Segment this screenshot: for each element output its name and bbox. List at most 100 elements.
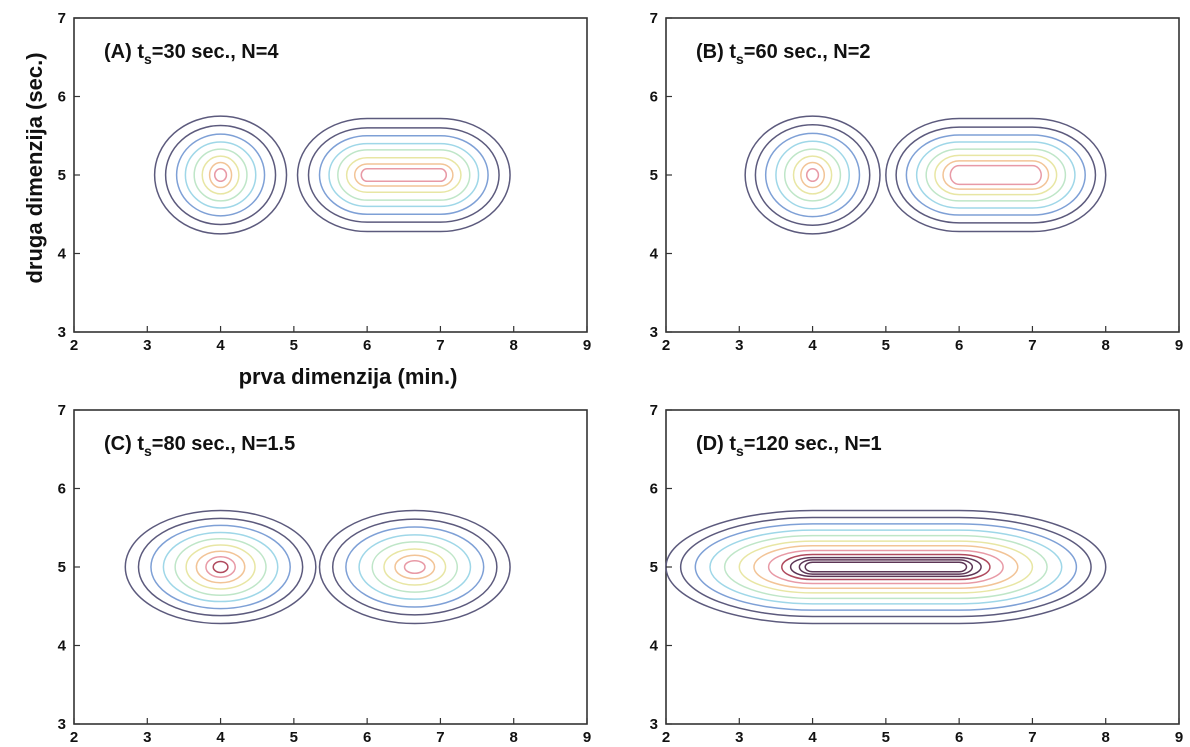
x-tick-label: 6 bbox=[363, 337, 371, 354]
contour-line bbox=[318, 509, 511, 625]
contour-line bbox=[195, 550, 246, 584]
contour-line bbox=[792, 155, 833, 195]
contour-line bbox=[205, 556, 236, 578]
x-tick-label: 5 bbox=[882, 729, 890, 746]
contour-line bbox=[679, 516, 1092, 618]
contour-line bbox=[767, 549, 1004, 585]
contour-line bbox=[895, 126, 1097, 224]
contour-line bbox=[212, 560, 229, 574]
y-tick-label: 3 bbox=[58, 716, 66, 733]
title-suffix: =60 sec., N=2 bbox=[744, 41, 871, 63]
contour-line bbox=[331, 518, 498, 616]
title-prefix: (C) t bbox=[104, 433, 144, 455]
contour-line bbox=[162, 531, 279, 603]
x-tick-label: 8 bbox=[510, 729, 518, 746]
contour-line bbox=[307, 127, 500, 223]
contour-line bbox=[800, 161, 826, 189]
y-tick-label: 5 bbox=[650, 559, 658, 576]
contour-line bbox=[124, 509, 317, 625]
x-tick-label: 4 bbox=[216, 729, 225, 746]
contour-line bbox=[723, 534, 1048, 600]
contour-line bbox=[318, 135, 489, 215]
x-tick-label: 9 bbox=[1175, 337, 1183, 354]
contour-line bbox=[403, 559, 426, 575]
contour-line bbox=[150, 524, 291, 610]
contour-line bbox=[208, 161, 233, 189]
contour-line bbox=[934, 154, 1058, 196]
x-axis-label: prva dimenzija (min.) bbox=[239, 364, 458, 389]
contour-line bbox=[153, 115, 288, 235]
contour-line bbox=[383, 548, 447, 586]
contour-line bbox=[789, 556, 982, 578]
title-subscript: s bbox=[736, 51, 744, 67]
x-tick-label: 2 bbox=[662, 337, 670, 354]
title-suffix: =30 sec., N=4 bbox=[152, 41, 280, 63]
contour-line bbox=[754, 124, 871, 226]
title-suffix: =80 sec., N=1.5 bbox=[152, 433, 295, 455]
title-prefix: (A) t bbox=[104, 41, 144, 63]
x-tick-label: 2 bbox=[70, 337, 78, 354]
contour-line bbox=[394, 554, 436, 580]
y-tick-label: 5 bbox=[650, 167, 658, 184]
contour-line bbox=[942, 160, 1050, 190]
x-tick-label: 6 bbox=[955, 337, 963, 354]
contour-line bbox=[185, 544, 256, 590]
y-tick-label: 6 bbox=[58, 481, 66, 498]
y-tick-label: 5 bbox=[58, 167, 66, 184]
y-tick-label: 3 bbox=[650, 324, 658, 341]
contour-line bbox=[137, 517, 304, 617]
y-tick-label: 7 bbox=[58, 402, 66, 419]
y-tick-label: 3 bbox=[650, 716, 658, 733]
contour-line bbox=[175, 133, 266, 217]
x-tick-label: 6 bbox=[955, 729, 963, 746]
title-prefix: (D) t bbox=[696, 433, 736, 455]
y-tick-label: 5 bbox=[58, 559, 66, 576]
title-suffix: =120 sec., N=1 bbox=[744, 433, 882, 455]
title-prefix: (B) t bbox=[696, 41, 736, 63]
y-tick-label: 4 bbox=[58, 246, 67, 263]
plot-frame bbox=[665, 409, 1180, 725]
contour-line bbox=[783, 148, 842, 202]
y-tick-label: 4 bbox=[58, 638, 67, 655]
plot-frame bbox=[73, 409, 588, 725]
y-tick-label: 7 bbox=[650, 10, 658, 27]
contour-line bbox=[360, 167, 448, 183]
y-tick-label: 4 bbox=[650, 246, 659, 263]
plot-frame bbox=[665, 17, 1180, 333]
contour-line bbox=[337, 149, 471, 201]
contour-line bbox=[371, 541, 459, 593]
contour-line bbox=[804, 561, 968, 573]
x-tick-label: 4 bbox=[216, 337, 225, 354]
panel-title: (A) ts=30 sec., N=4 bbox=[104, 41, 279, 67]
x-tick-label: 7 bbox=[1028, 337, 1036, 354]
contour-line bbox=[164, 124, 277, 226]
title-subscript: s bbox=[144, 443, 152, 459]
x-tick-label: 9 bbox=[583, 337, 591, 354]
contour-line bbox=[885, 117, 1107, 233]
contour-line bbox=[709, 529, 1063, 605]
contour-line bbox=[905, 134, 1086, 216]
x-tick-label: 3 bbox=[735, 729, 743, 746]
x-tick-label: 3 bbox=[143, 337, 151, 354]
x-tick-label: 7 bbox=[436, 729, 444, 746]
x-tick-label: 4 bbox=[808, 337, 817, 354]
panel-title: (C) ts=80 sec., N=1.5 bbox=[104, 433, 295, 459]
y-axis-label: druga dimenzija (sec.) bbox=[22, 52, 47, 283]
x-tick-label: 9 bbox=[1175, 729, 1183, 746]
contour-line bbox=[738, 540, 1034, 594]
x-tick-label: 2 bbox=[662, 729, 670, 746]
x-tick-label: 7 bbox=[1028, 729, 1036, 746]
title-subscript: s bbox=[736, 443, 744, 459]
contour-line bbox=[805, 167, 820, 183]
title-subscript: s bbox=[144, 51, 152, 67]
x-tick-label: 3 bbox=[143, 729, 151, 746]
contour-line bbox=[764, 132, 861, 218]
contour-line bbox=[358, 534, 472, 600]
y-tick-label: 4 bbox=[650, 638, 659, 655]
y-tick-label: 7 bbox=[650, 402, 658, 419]
y-tick-label: 6 bbox=[650, 481, 658, 498]
x-tick-label: 4 bbox=[808, 729, 817, 746]
